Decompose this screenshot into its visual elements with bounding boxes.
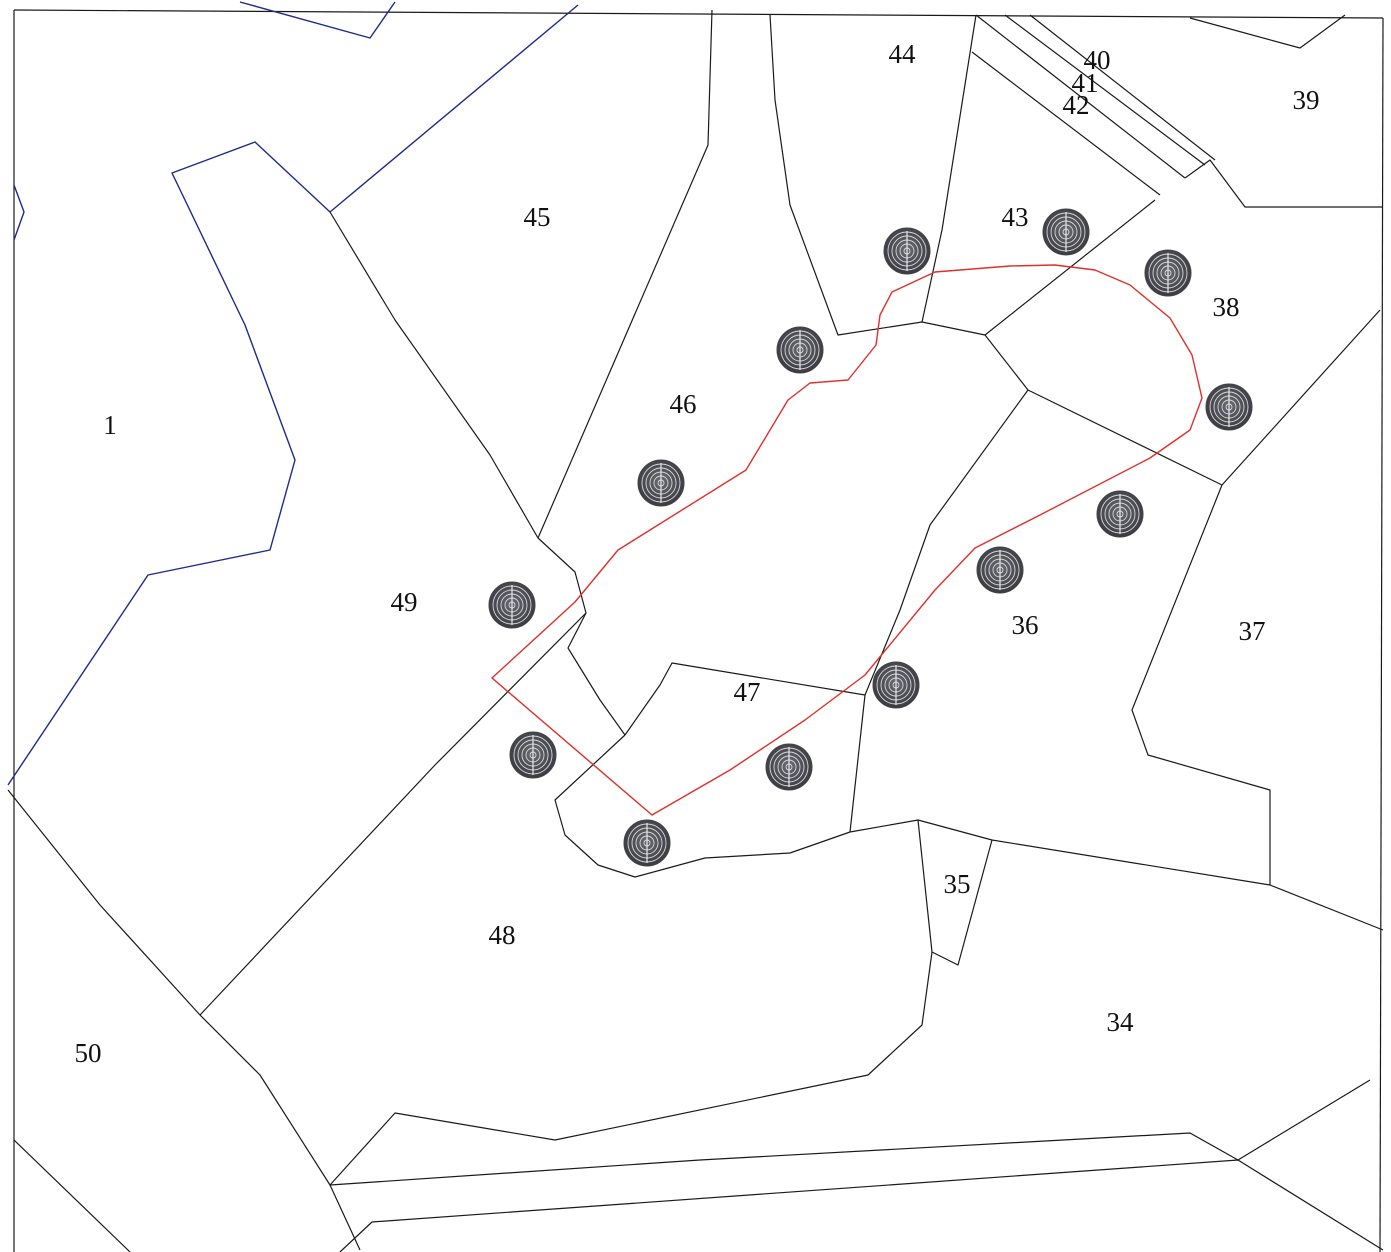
concentric-target-icon <box>883 227 931 275</box>
parcel-label-50: 50 <box>75 1038 102 1068</box>
concentric-target-icon <box>1042 208 1090 256</box>
parcel-label-40: 40 <box>1084 45 1111 75</box>
parcel-label-46: 46 <box>670 389 697 419</box>
parcel-label-43: 43 <box>1002 202 1029 232</box>
concentric-target-icon <box>637 459 685 507</box>
concentric-target-icon <box>1205 383 1253 431</box>
project-boundary-line <box>491 264 1203 816</box>
concentric-target-icon <box>1144 249 1192 297</box>
parcel-label-1: 1 <box>103 410 117 440</box>
parcel-label-45: 45 <box>524 202 551 232</box>
concentric-target-icon <box>976 546 1024 594</box>
map-frame <box>13 9 1384 1252</box>
parcel-label-35: 35 <box>944 869 971 899</box>
concentric-target-icon <box>776 326 824 374</box>
concentric-target-icon <box>623 819 671 867</box>
parcel-boundary-lines <box>7 9 1384 1252</box>
concentric-target-icon <box>488 581 536 629</box>
parcel-label-34: 34 <box>1107 1007 1135 1037</box>
parcel-label-37: 37 <box>1239 616 1266 646</box>
parcel-label-47: 47 <box>734 677 761 707</box>
parcel-label-49: 49 <box>391 587 418 617</box>
parcel-label-41: 41 <box>1072 68 1099 98</box>
parcel-label-44: 44 <box>889 39 917 69</box>
parcel-label-48: 48 <box>489 920 516 950</box>
parcel-label-39: 39 <box>1293 85 1320 115</box>
concentric-target-icon <box>872 661 920 709</box>
concentric-target-icon <box>765 743 813 791</box>
concentric-target-icon <box>1096 490 1144 538</box>
concentric-target-icon <box>509 731 557 779</box>
parcel-labels: 1 34 35 36 37 38 39 40 41 42 43 44 45 46… <box>75 39 1320 1068</box>
parcel-label-42: 42 <box>1063 90 1090 120</box>
parcel-label-38: 38 <box>1213 292 1240 322</box>
parcel-label-36: 36 <box>1012 610 1039 640</box>
marker-layer <box>488 208 1253 867</box>
water-boundary-lines <box>7 1 579 786</box>
